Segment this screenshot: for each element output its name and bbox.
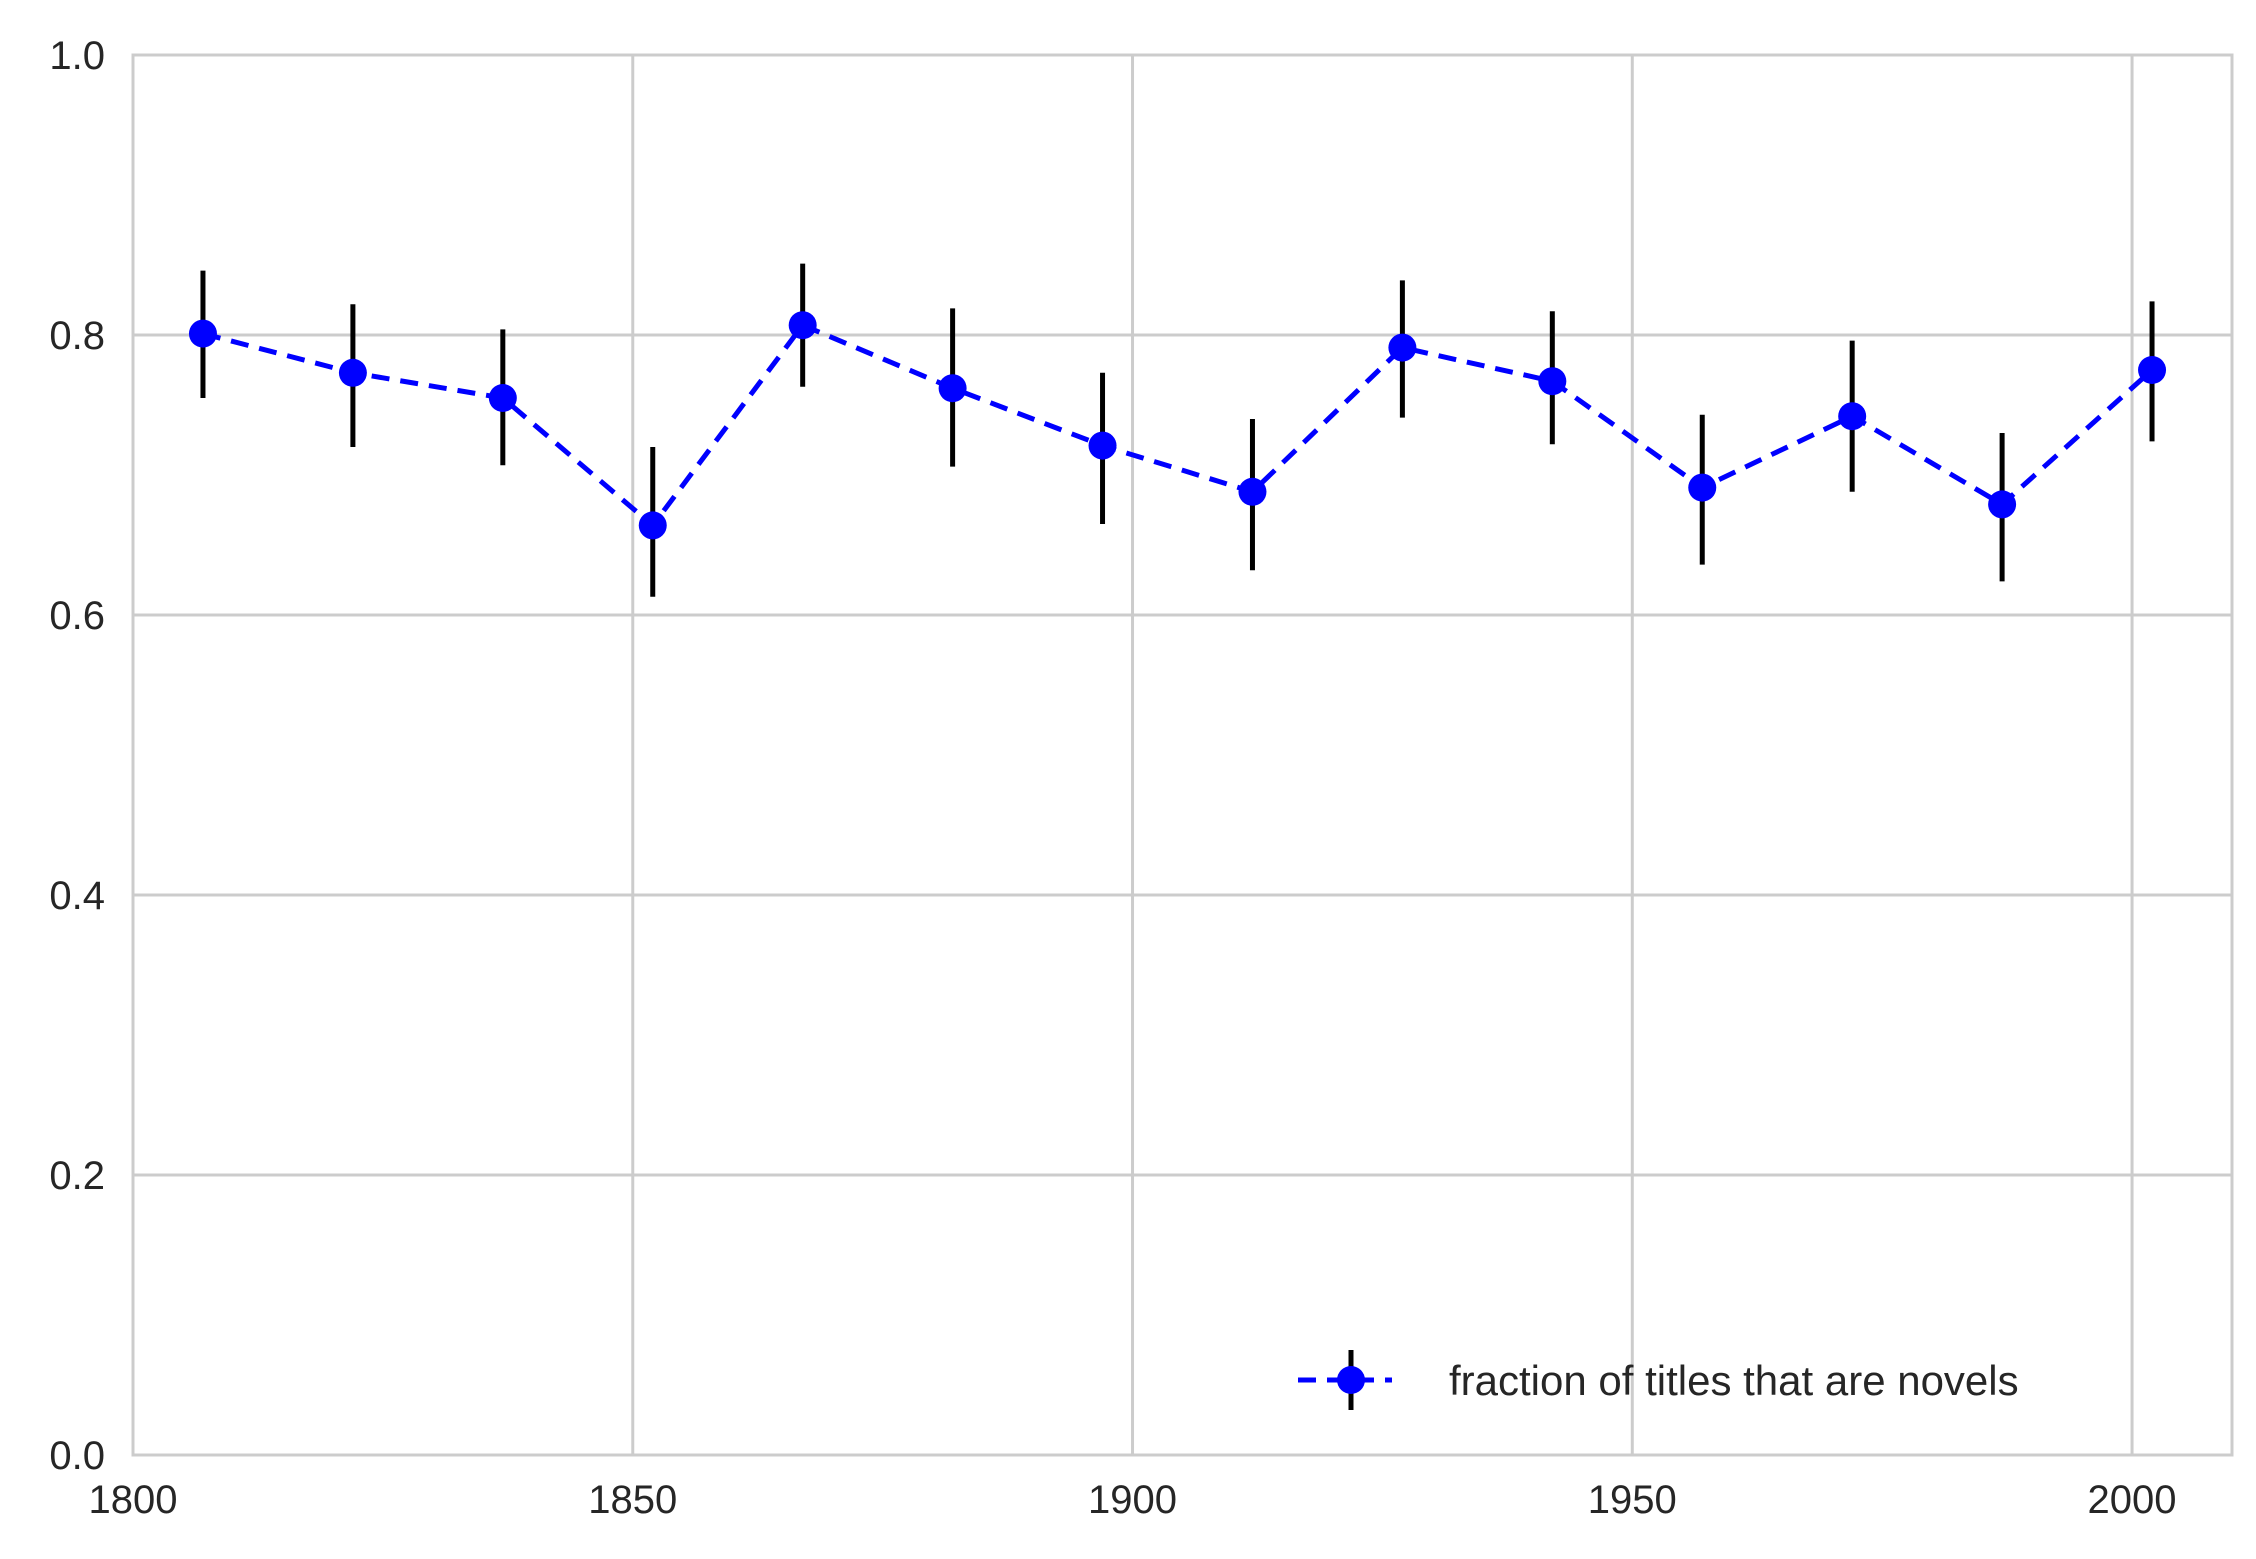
y-tick-label: 1.0 bbox=[49, 34, 105, 78]
x-tick-label: 1850 bbox=[588, 1478, 677, 1522]
data-point bbox=[1088, 431, 1117, 460]
legend-point bbox=[1337, 1366, 1365, 1394]
data-point bbox=[1538, 367, 1567, 396]
plot-frame bbox=[131, 53, 2234, 1457]
data-point bbox=[938, 374, 967, 403]
y-tick-label: 0.0 bbox=[49, 1434, 105, 1478]
y-tick-label: 0.4 bbox=[49, 874, 105, 918]
data-point bbox=[1838, 402, 1867, 431]
x-tick-label: 1950 bbox=[1588, 1478, 1677, 1522]
y-axis-tick-labels: 0.0 0.2 0.4 0.6 0.8 1.0 bbox=[49, 34, 105, 1478]
data-point bbox=[788, 311, 817, 340]
data-point bbox=[1388, 333, 1417, 362]
data-point bbox=[638, 511, 667, 540]
series-line bbox=[202, 322, 2154, 530]
series-layer bbox=[188, 263, 2167, 597]
legend-marker bbox=[1298, 1350, 1392, 1410]
grid-lines bbox=[131, 53, 2232, 1457]
x-tick-label: 1900 bbox=[1088, 1478, 1177, 1522]
x-axis-tick-labels: 1800 1850 1900 1950 2000 bbox=[89, 1478, 2177, 1522]
legend-label: fraction of titles that are novels bbox=[1449, 1357, 2019, 1404]
data-point bbox=[1238, 477, 1267, 506]
data-point bbox=[338, 358, 367, 387]
y-tick-label: 0.8 bbox=[49, 314, 105, 358]
legend: fraction of titles that are novels bbox=[1298, 1350, 2019, 1410]
x-tick-label: 1800 bbox=[89, 1478, 178, 1522]
y-tick-label: 0.6 bbox=[49, 594, 105, 638]
y-tick-label: 0.2 bbox=[49, 1154, 105, 1198]
data-point bbox=[1688, 473, 1717, 502]
x-tick-label: 2000 bbox=[2088, 1478, 2177, 1522]
data-point bbox=[188, 319, 217, 348]
data-point bbox=[2138, 356, 2167, 384]
data-point bbox=[488, 384, 517, 412]
data-point bbox=[1988, 490, 2017, 519]
